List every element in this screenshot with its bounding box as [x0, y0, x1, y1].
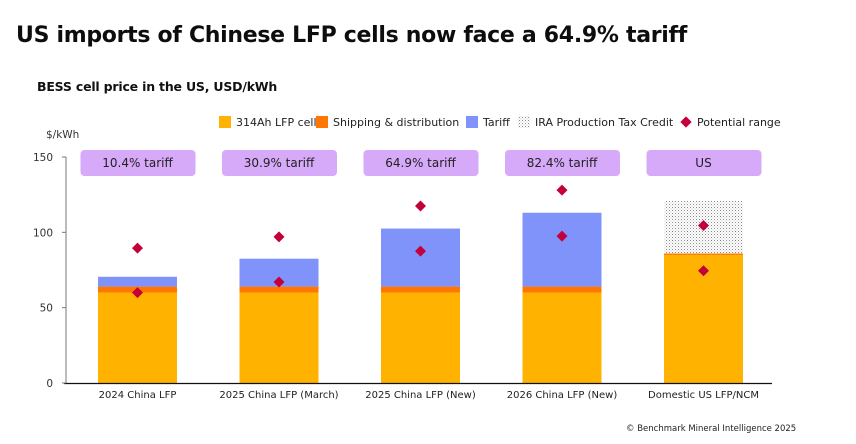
x-category-label: 2025 China LFP (New): [365, 390, 476, 401]
x-category-label: 2024 China LFP: [99, 390, 177, 401]
tariff-badges: 10.4% tariff 30.9% tariff 64.9% tariff 82.4…: [80, 150, 762, 176]
potential-range-low-marker: [556, 230, 568, 242]
bar-segment-314ah-lfp-cell: [98, 292, 177, 383]
potential-range-high-marker: [556, 184, 568, 196]
bar-segment-tariff: [381, 228, 460, 287]
bar-segment-shipping-distribution: [522, 286, 602, 293]
bar-segment-314ah-lfp-cell: [522, 292, 602, 383]
tariff-badge: [222, 150, 337, 176]
bar-segment-tariff: [98, 276, 177, 287]
potential-range-low-marker: [132, 287, 143, 299]
bar-segment-314ah-lfp-cell: [239, 292, 319, 383]
tariff-badge: [646, 150, 762, 176]
legend: 314Ah LFP cell Shipping & distribution Tar…: [219, 116, 781, 129]
legend-label-314ah-lfp-cell: 314Ah LFP cell: [236, 116, 317, 129]
legend-swatch-tariff: [466, 116, 478, 128]
potential-range-high-marker: [132, 242, 143, 254]
chart-subtitle: BESS cell price in the US, USD/kWh: [37, 79, 278, 94]
bar-segment-314ah-lfp-cell: [381, 292, 460, 383]
legend-swatch-ira-production-tax-credit: [518, 116, 530, 128]
x-category-label: 2026 China LFP (New): [507, 390, 618, 401]
tariff-badge-label: US: [695, 156, 711, 170]
legend-swatch-shipping-distribution: [316, 116, 328, 128]
y-tick-label: 100: [33, 227, 53, 239]
bar-segment-shipping-distribution: [381, 286, 460, 293]
legend-label-ira-production-tax-credit: IRA Production Tax Credit: [535, 116, 674, 129]
page-title: US imports of Chinese LFP cells now face…: [16, 23, 688, 48]
bars: [98, 200, 743, 383]
y-tick-label: 0: [46, 378, 53, 390]
bar-segment-314ah-lfp-cell: [664, 254, 743, 383]
tariff-badge-label: 10.4% tariff: [102, 156, 173, 170]
y-tick-label: 150: [33, 152, 53, 164]
legend-swatch-potential-range: [680, 116, 692, 128]
potential-range-low-marker: [415, 245, 426, 257]
potential-range-high-marker: [698, 220, 709, 232]
tariff-badge: [505, 150, 620, 176]
x-category-label: 2025 China LFP (March): [219, 390, 338, 401]
copyright-credit: © Benchmark Mineral Intelligence 2025: [626, 424, 797, 434]
bar-segment-shipping-distribution: [664, 253, 743, 255]
potential-range-markers: [132, 184, 709, 299]
y-axis-label: $/kWh: [46, 129, 79, 141]
legend-swatch-314ah-lfp-cell: [219, 116, 231, 128]
potential-range-low-marker: [698, 265, 709, 277]
potential-range-high-marker: [415, 200, 426, 212]
tariff-badge-label: 30.9% tariff: [244, 156, 315, 170]
legend-label-potential-range: Potential range: [697, 116, 781, 129]
bar-segment-tariff: [522, 212, 602, 287]
tariff-badge: [363, 150, 479, 176]
legend-label-tariff: Tariff: [482, 116, 510, 129]
potential-range-high-marker: [273, 231, 285, 243]
tariff-badge: [80, 150, 196, 176]
y-tick-label: 50: [40, 303, 53, 315]
potential-range-low-marker: [273, 276, 285, 288]
bar-segment-shipping-distribution: [239, 286, 319, 293]
x-category-label: Domestic US LFP/NCM: [648, 390, 759, 401]
axes: 0 50 100 150 2024 China LFP 2025 China LFP (M…: [33, 152, 772, 401]
tariff-badge-label: 64.9% tariff: [385, 156, 456, 170]
legend-label-shipping-distribution: Shipping & distribution: [333, 116, 459, 129]
tariff-badge-label: 82.4% tariff: [527, 156, 598, 170]
